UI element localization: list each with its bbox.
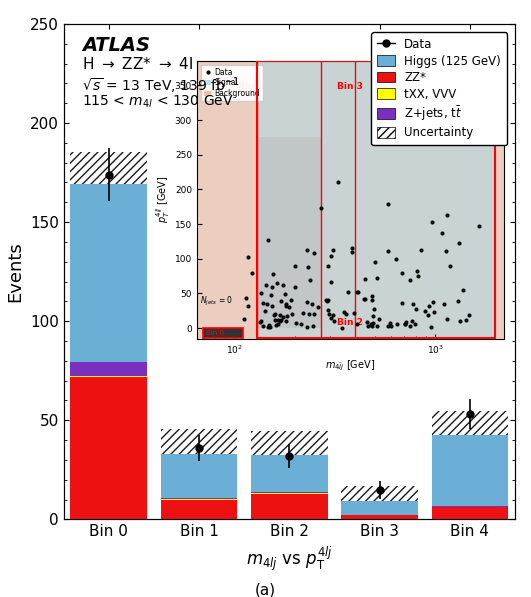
Bar <box>432 435 508 506</box>
Bar <box>432 411 508 435</box>
Bar <box>341 501 418 515</box>
Legend: Data, Higgs (125 GeV), ZZ*, tXX, VVV, Z+jets, t$\bar{t}$, Uncertainty: Data, Higgs (125 GeV), ZZ*, tXX, VVV, Z+… <box>371 32 507 145</box>
Bar <box>71 377 147 519</box>
Bar <box>161 429 237 454</box>
Bar <box>251 431 328 455</box>
Bar <box>341 515 418 519</box>
Bar <box>71 362 147 376</box>
Bar <box>341 486 418 501</box>
Bar <box>71 376 147 377</box>
Text: H $\rightarrow$ ZZ* $\rightarrow$ 4l: H $\rightarrow$ ZZ* $\rightarrow$ 4l <box>82 56 193 72</box>
X-axis label: $m_{4lj}$ vs $p_\mathrm{T}^{4lj}$: $m_{4lj}$ vs $p_\mathrm{T}^{4lj}$ <box>246 545 333 574</box>
Text: ATLAS: ATLAS <box>82 36 150 56</box>
Bar <box>161 454 237 498</box>
Bar <box>71 184 147 362</box>
Bar <box>251 455 328 493</box>
Text: (a): (a) <box>255 582 276 597</box>
Text: $\sqrt{s}$ = 13 TeV, 139 fb$^{-1}$: $\sqrt{s}$ = 13 TeV, 139 fb$^{-1}$ <box>82 75 239 96</box>
Bar <box>251 494 328 519</box>
Bar <box>161 500 237 519</box>
Bar <box>71 152 147 184</box>
Bar <box>161 498 237 499</box>
Bar <box>432 507 508 519</box>
Text: 115 < $m_{4l}$ < 130 GeV: 115 < $m_{4l}$ < 130 GeV <box>82 93 234 110</box>
Y-axis label: Events: Events <box>6 241 24 302</box>
